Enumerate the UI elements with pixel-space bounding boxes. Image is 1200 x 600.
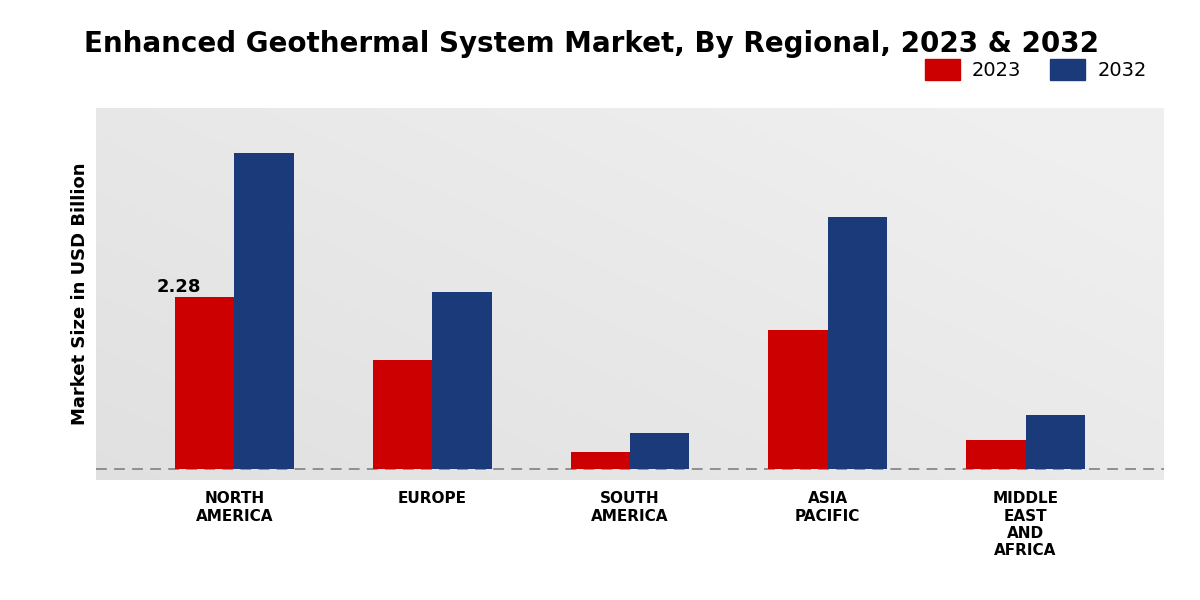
Text: 2.28: 2.28 <box>156 278 200 296</box>
Bar <box>234 153 294 469</box>
Y-axis label: Market Size in USD Billion: Market Size in USD Billion <box>71 163 89 425</box>
Legend: 2023, 2032: 2023, 2032 <box>918 51 1154 88</box>
Text: Enhanced Geothermal System Market, By Regional, 2023 & 2032: Enhanced Geothermal System Market, By Re… <box>84 30 1099 58</box>
Bar <box>432 292 492 469</box>
Bar <box>175 298 234 469</box>
Bar <box>373 360 432 469</box>
Bar <box>828 217 887 469</box>
Bar <box>966 440 1026 469</box>
Bar <box>571 452 630 469</box>
Bar <box>768 329 828 469</box>
Bar <box>1026 415 1085 469</box>
Bar <box>630 433 689 469</box>
